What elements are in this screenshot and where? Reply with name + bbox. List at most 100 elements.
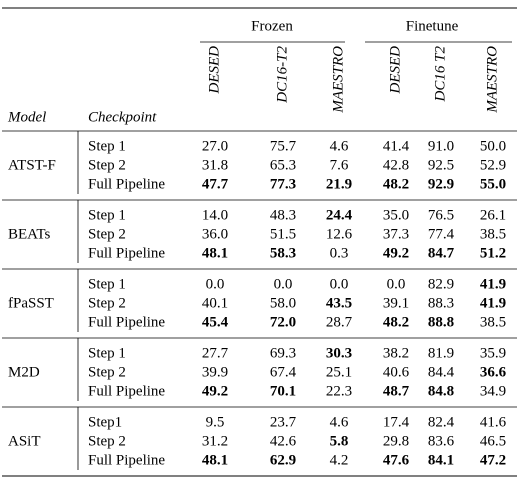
cell: 67.4 xyxy=(270,364,297,380)
cell: 46.5 xyxy=(480,433,506,449)
cell: 39.1 xyxy=(383,295,409,311)
cell: 4.2 xyxy=(330,452,349,468)
cell: 4.6 xyxy=(330,138,349,154)
cell: 81.9 xyxy=(428,345,454,361)
cell: 75.7 xyxy=(270,138,297,154)
cell: 0.0 xyxy=(330,276,349,292)
cell: 77.4 xyxy=(428,226,455,242)
cell: 49.2 xyxy=(383,245,409,261)
column-header: MAESTRO xyxy=(330,46,346,114)
cell: 25.1 xyxy=(326,364,352,380)
cell: 41.6 xyxy=(480,414,507,430)
group-header: Finetune xyxy=(406,18,459,34)
cell: 43.5 xyxy=(326,295,352,311)
checkpoint: Step1 xyxy=(88,414,122,430)
cell: 38.2 xyxy=(383,345,409,361)
cell: 58.0 xyxy=(270,295,296,311)
cell: 27.7 xyxy=(202,345,229,361)
cell: 39.9 xyxy=(202,364,228,380)
cell: 27.0 xyxy=(202,138,228,154)
cell: 51.2 xyxy=(480,245,506,261)
column-header: Model xyxy=(7,109,46,125)
cell: 28.7 xyxy=(326,314,353,330)
cell: 72.0 xyxy=(270,314,296,330)
checkpoint: Full Pipeline xyxy=(88,452,165,468)
cell: 48.1 xyxy=(202,452,228,468)
column-header: DC16-T2 xyxy=(274,46,290,104)
model-name: M2D xyxy=(8,364,40,380)
cell: 82.9 xyxy=(428,276,454,292)
cell: 35.9 xyxy=(480,345,506,361)
cell: 36.0 xyxy=(202,226,228,242)
cell: 62.9 xyxy=(270,452,296,468)
model-name: ASiT xyxy=(8,433,41,449)
cell: 47.2 xyxy=(480,452,506,468)
checkpoint: Full Pipeline xyxy=(88,245,165,261)
checkpoint: Step 2 xyxy=(88,433,126,449)
cell: 82.4 xyxy=(428,414,455,430)
checkpoint: Step 1 xyxy=(88,207,126,223)
cell: 41.9 xyxy=(480,276,506,292)
checkpoint: Step 2 xyxy=(88,364,126,380)
cell: 58.3 xyxy=(270,245,296,261)
cell: 30.3 xyxy=(326,345,352,361)
cell: 65.3 xyxy=(270,157,296,173)
cell: 41.4 xyxy=(383,138,410,154)
cell: 21.9 xyxy=(326,176,352,192)
checkpoint: Step 1 xyxy=(88,345,126,361)
cell: 91.0 xyxy=(428,138,454,154)
cell: 36.6 xyxy=(480,364,507,380)
cell: 55.0 xyxy=(480,176,506,192)
cell: 9.5 xyxy=(206,414,225,430)
cell: 38.5 xyxy=(480,226,506,242)
cell: 69.3 xyxy=(270,345,296,361)
cell: 92.9 xyxy=(428,176,454,192)
cell: 40.6 xyxy=(383,364,410,380)
cell: 0.0 xyxy=(274,276,293,292)
cell: 12.6 xyxy=(326,226,353,242)
cell: 14.0 xyxy=(202,207,228,223)
checkpoint: Step 2 xyxy=(88,226,126,242)
cell: 29.8 xyxy=(383,433,409,449)
cell: 40.1 xyxy=(202,295,228,311)
cell: 42.6 xyxy=(270,433,297,449)
cell: 49.2 xyxy=(202,383,228,399)
cell: 4.6 xyxy=(330,414,349,430)
cell: 77.3 xyxy=(270,176,296,192)
cell: 17.4 xyxy=(383,414,410,430)
model-name: fPaSST xyxy=(8,295,54,311)
cell: 88.8 xyxy=(428,314,454,330)
cell: 0.0 xyxy=(206,276,225,292)
cell: 84.7 xyxy=(428,245,455,261)
column-header: DC16 T2 xyxy=(432,46,448,103)
checkpoint: Full Pipeline xyxy=(88,176,165,192)
cell: 51.5 xyxy=(270,226,296,242)
column-header: Checkpoint xyxy=(88,109,157,125)
cell: 24.4 xyxy=(326,207,353,223)
checkpoint: Step 2 xyxy=(88,157,126,173)
cell: 5.8 xyxy=(330,433,349,449)
cell: 35.0 xyxy=(383,207,409,223)
cell: 37.3 xyxy=(383,226,409,242)
cell: 47.7 xyxy=(202,176,229,192)
cell: 42.8 xyxy=(383,157,409,173)
cell: 92.5 xyxy=(428,157,454,173)
model-name: BEATs xyxy=(8,226,50,242)
column-header: MAESTRO xyxy=(484,46,500,114)
cell: 23.7 xyxy=(270,414,297,430)
cell: 0.3 xyxy=(330,245,349,261)
cell: 31.8 xyxy=(202,157,228,173)
cell: 31.2 xyxy=(202,433,228,449)
cell: 48.2 xyxy=(383,314,409,330)
cell: 22.3 xyxy=(326,383,352,399)
cell: 70.1 xyxy=(270,383,296,399)
cell: 84.1 xyxy=(428,452,454,468)
checkpoint: Full Pipeline xyxy=(88,383,165,399)
cell: 48.3 xyxy=(270,207,296,223)
cell: 50.0 xyxy=(480,138,506,154)
column-header: DESED xyxy=(206,46,222,95)
cell: 88.3 xyxy=(428,295,454,311)
cell: 47.6 xyxy=(383,452,410,468)
model-name: ATST-F xyxy=(8,157,56,173)
